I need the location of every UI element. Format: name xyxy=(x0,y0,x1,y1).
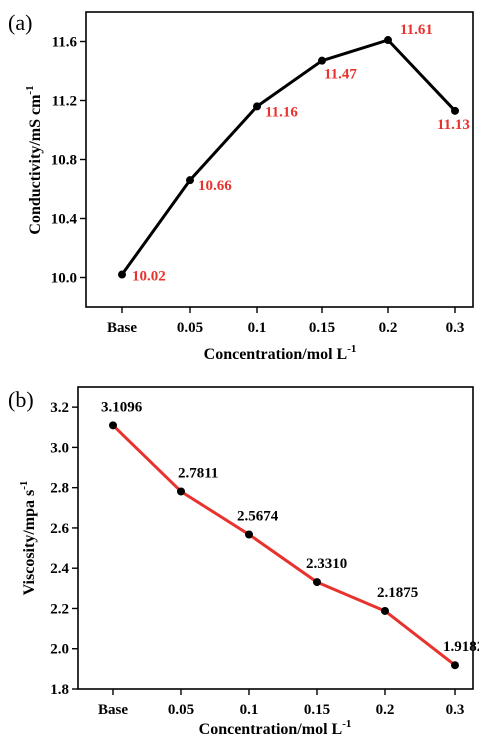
y-tick-label: 3.0 xyxy=(50,440,69,456)
y-tick-label: 2.8 xyxy=(50,481,69,497)
x-tick-label: 0.3 xyxy=(446,320,465,336)
data-point xyxy=(186,176,194,185)
x-axis-title-b: Concentration/mol L-1 xyxy=(199,718,352,738)
chart-panel-a: (a) 10.0 10.4 10.8 11.2 11.6 Base 0.05 0.1 0.15 0… xyxy=(8,10,474,363)
data-label: 11.13 xyxy=(437,117,470,133)
data-label: 11.47 xyxy=(324,67,357,83)
x-tick-label: 0.1 xyxy=(248,320,267,336)
x-tick-label: 0.2 xyxy=(379,320,398,336)
y-tick-label: 2.0 xyxy=(50,642,69,658)
y-tick-label: 1.8 xyxy=(50,682,69,698)
x-tick-label: 0.3 xyxy=(446,702,465,718)
x-tick-label: 0.15 xyxy=(304,702,330,718)
data-point xyxy=(451,106,459,115)
axis-ticks-b: 1.8 2.0 2.2 2.4 2.6 2.8 3.0 3.2 Base 0.05 0.1 0.15 0… xyxy=(50,400,464,718)
chart-panel-b: (b) 1.8 2.0 2.2 2.4 2.6 2.8 3.0 3.2 Base 0.05 0.1 0… xyxy=(8,386,479,738)
series-line xyxy=(111,424,456,667)
series-line xyxy=(120,38,457,276)
y-axis-title-b: Viscosity/mpa s-1 xyxy=(18,481,38,596)
data-point xyxy=(118,270,126,279)
data-point xyxy=(109,421,117,430)
data-label: 11.61 xyxy=(400,22,433,38)
data-label: 10.66 xyxy=(198,178,232,194)
series-a: 10.02 10.66 11.16 11.47 11.61 11.13 xyxy=(118,22,470,285)
data-label: 2.3310 xyxy=(306,556,347,572)
x-tick-label: Base xyxy=(98,702,128,718)
panel-label-b: (b) xyxy=(8,387,34,412)
y-tick-label: 10.0 xyxy=(51,271,77,287)
y-tick-label: 3.2 xyxy=(50,400,69,416)
x-tick-label: 0.15 xyxy=(309,320,335,336)
data-point xyxy=(313,578,321,587)
series-b: 3.1096 2.7811 2.5674 2.3310 2.1875 1.9182 xyxy=(101,399,479,670)
data-point xyxy=(245,530,253,539)
plot-frame-b xyxy=(77,386,474,690)
axis-ticks-a: 10.0 10.4 10.8 11.2 11.6 Base 0.05 0.1 0.15 0.2 0.… xyxy=(51,35,465,337)
data-point xyxy=(253,102,261,111)
y-axis-title-a: Conductivity/mS cm-1 xyxy=(24,85,44,234)
y-tick-label: 10.4 xyxy=(51,212,78,228)
y-tick-label: 10.8 xyxy=(51,153,77,169)
data-point xyxy=(318,56,326,65)
data-label: 1.9182 xyxy=(443,639,479,655)
y-tick-label: 11.2 xyxy=(52,94,77,110)
data-label: 10.02 xyxy=(132,269,166,285)
data-point xyxy=(451,661,459,670)
x-tick-label: 0.2 xyxy=(376,702,395,718)
data-label: 3.1096 xyxy=(101,399,143,415)
data-point xyxy=(384,36,392,45)
panel-label-a: (a) xyxy=(8,10,32,35)
y-tick-label: 2.6 xyxy=(50,521,69,537)
y-tick-label: 11.6 xyxy=(52,35,78,51)
x-tick-label: 0.05 xyxy=(168,702,194,718)
y-tick-label: 2.4 xyxy=(50,561,69,577)
x-axis-title-a: Concentration/mol L-1 xyxy=(204,343,357,363)
x-tick-label: 0.1 xyxy=(240,702,259,718)
y-tick-label: 2.2 xyxy=(50,601,69,617)
data-label: 2.5674 xyxy=(237,508,279,524)
x-tick-label: Base xyxy=(107,320,137,336)
plot-frame-a xyxy=(85,11,474,308)
data-label: 11.16 xyxy=(265,104,298,120)
x-tick-label: 0.05 xyxy=(177,320,203,336)
data-label: 2.1875 xyxy=(377,585,418,601)
data-label: 2.7811 xyxy=(178,465,218,481)
data-point xyxy=(177,487,185,496)
data-point xyxy=(381,606,389,615)
